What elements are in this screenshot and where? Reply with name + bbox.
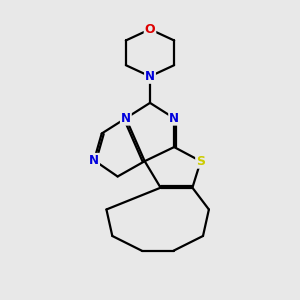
Text: N: N	[89, 154, 99, 167]
Text: O: O	[145, 23, 155, 36]
Text: N: N	[145, 70, 155, 83]
Text: N: N	[169, 112, 179, 125]
Text: S: S	[196, 155, 205, 168]
Text: N: N	[121, 112, 131, 125]
